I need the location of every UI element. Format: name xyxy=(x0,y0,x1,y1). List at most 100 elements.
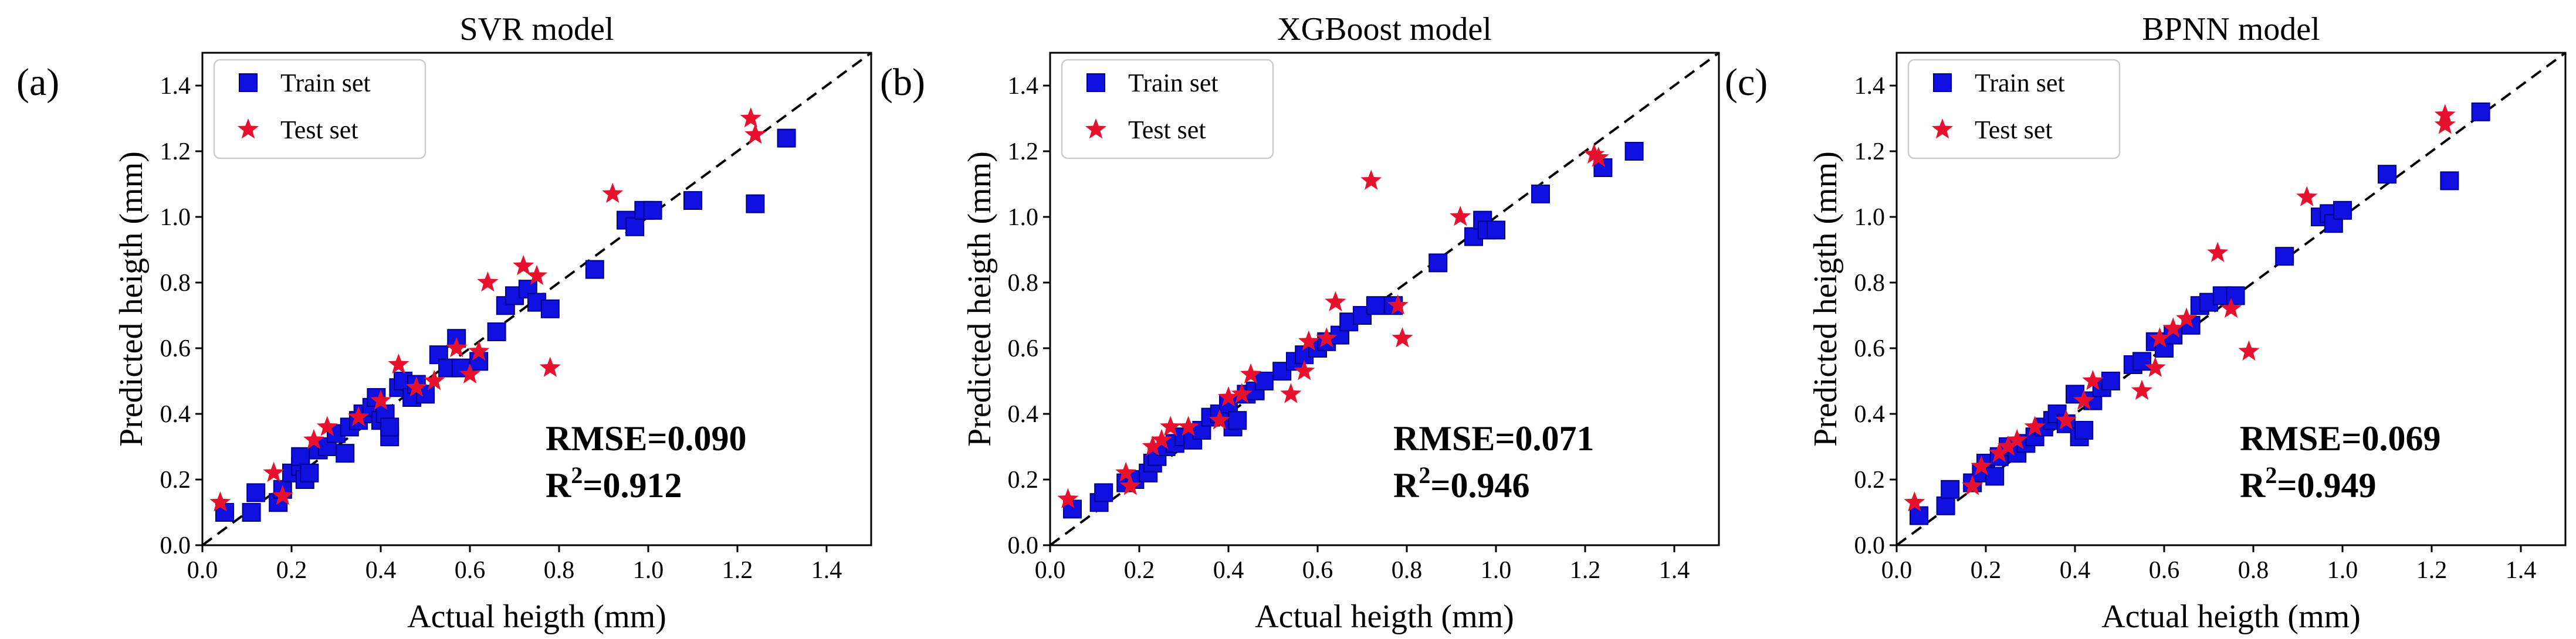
test-point xyxy=(1142,436,1163,456)
test-point xyxy=(2006,429,2028,450)
legend-test-label: Test set xyxy=(280,115,358,144)
test-point xyxy=(2434,104,2456,124)
y-tick-label: 0.6 xyxy=(160,335,191,362)
train-point xyxy=(777,128,796,148)
rmse-text: RMSE=0.069 xyxy=(2240,419,2441,458)
test-point xyxy=(539,356,561,377)
test-point xyxy=(1962,475,1983,495)
test-point xyxy=(1450,206,1471,226)
test-point xyxy=(1177,416,1199,436)
x-tick-label: 0.2 xyxy=(1971,557,2002,584)
train-point xyxy=(2074,421,2094,440)
train-point xyxy=(1429,253,1448,273)
train-point xyxy=(2226,286,2245,305)
x-tick-label: 0.0 xyxy=(1035,557,1066,584)
rmse-text: RMSE=0.071 xyxy=(1393,419,1595,458)
y-tick-label: 0.2 xyxy=(160,467,191,494)
legend-train-label: Train set xyxy=(280,69,371,97)
test-point xyxy=(1997,436,2019,456)
y-tick-label: 0.6 xyxy=(1854,335,1886,362)
chart-panel-xgboost: (b) XGBoost model 0.0 0.2 0.4 0.6 0.8 1.0 1.2 1… xyxy=(880,11,1720,635)
x-tick-labels: 0.0 0.2 0.4 0.6 0.8 1.0 1.2 1.4 xyxy=(187,557,842,584)
ticks xyxy=(1043,84,1675,552)
plot-frame xyxy=(1895,52,2567,546)
test-point xyxy=(2073,389,2095,410)
test-point xyxy=(459,363,481,384)
y-axis-label: Predicted heigth (mm) xyxy=(113,151,150,447)
y-tick-labels: 0.0 0.2 0.4 0.6 0.8 1.0 1.2 1.4 xyxy=(1854,73,1886,559)
y-tick-label: 1.2 xyxy=(1008,138,1039,165)
test-point xyxy=(1240,363,1262,384)
y-tick-label: 1.2 xyxy=(1854,138,1886,165)
train-point xyxy=(2471,102,2490,121)
y-tick-labels: 0.0 0.2 0.4 0.6 0.8 1.0 1.2 1.4 xyxy=(160,73,191,559)
test-point xyxy=(1119,475,1141,495)
test-point xyxy=(526,264,548,285)
train-point xyxy=(2066,385,2084,404)
y-tick-label: 1.4 xyxy=(1008,73,1039,100)
y-tick-label: 0.8 xyxy=(1008,270,1039,297)
x-tick-label: 1.2 xyxy=(722,557,753,584)
train-point xyxy=(291,447,310,466)
x-tick-label: 1.0 xyxy=(1481,557,1512,584)
legend-frame xyxy=(213,59,426,159)
test-point xyxy=(2149,327,2171,348)
panel-letter: (a) xyxy=(16,61,59,104)
test-point xyxy=(1231,383,1253,403)
test-point xyxy=(316,416,338,436)
x-tick-label: 0.2 xyxy=(276,557,307,584)
test-point xyxy=(1904,491,1925,512)
x-tick-label: 0.4 xyxy=(1213,557,1244,584)
chart-title: BPNN model xyxy=(2142,11,2320,47)
train-point xyxy=(2333,200,2352,220)
test-point xyxy=(370,389,392,410)
legend-test-marker xyxy=(1085,118,1107,139)
train-point xyxy=(1366,296,1385,315)
train-point xyxy=(2101,372,2120,390)
legend-frame xyxy=(1061,59,1274,159)
panel-letter: (c) xyxy=(1725,61,1768,104)
test-point xyxy=(744,124,766,144)
train-point xyxy=(300,463,319,482)
plot-frame xyxy=(1049,52,1720,546)
train-point xyxy=(2132,352,2151,371)
r2-text: R2=0.912 xyxy=(546,462,682,505)
test-point xyxy=(2220,297,2242,318)
legend-frame xyxy=(1907,59,2121,159)
test-point xyxy=(388,354,409,374)
y-tick-label: 0.0 xyxy=(1008,532,1039,559)
x-tick-label: 1.4 xyxy=(811,557,842,584)
legend-test-label: Test set xyxy=(1128,115,1206,144)
y-tick-label: 1.0 xyxy=(1008,204,1039,231)
test-point xyxy=(2175,307,2198,328)
y-tick-label: 0.4 xyxy=(160,401,191,428)
train-point xyxy=(683,191,702,210)
test-point xyxy=(424,370,445,390)
plot-frame xyxy=(201,52,872,546)
test-point xyxy=(1209,409,1230,430)
y-tick-label: 0.4 xyxy=(1854,401,1886,428)
ticks xyxy=(1890,84,2522,552)
test-point xyxy=(1316,327,1338,348)
y-axis-label: Predicted heigth (mm) xyxy=(962,151,998,447)
test-point xyxy=(2162,317,2184,338)
chart-panel-bpnn: (c) BPNN model 0.0 0.2 0.4 0.6 0.8 1.0 1.2 1.4 … xyxy=(1725,11,2567,635)
test-point xyxy=(272,485,293,505)
train-point xyxy=(380,417,400,437)
x-tick-label: 1.4 xyxy=(2506,557,2537,584)
legend-test-marker xyxy=(1931,118,1954,139)
x-tick-label: 0.4 xyxy=(365,557,397,584)
legend-train-label: Train set xyxy=(1975,69,2065,97)
x-tick-label: 0.6 xyxy=(2149,557,2180,584)
train-point xyxy=(1254,372,1274,390)
chart-panel-svr: (a) SVR model 0.0 0.2 0.4 0.6 0.8 1.0 1.2 1.4 0… xyxy=(16,11,872,635)
train-point xyxy=(1941,480,1960,499)
train-point xyxy=(540,299,560,318)
test-point xyxy=(263,461,285,482)
train-point xyxy=(336,444,355,463)
x-tick-label: 1.0 xyxy=(633,557,664,584)
legend-train-label: Train set xyxy=(1128,69,1218,97)
y-tick-label: 0.0 xyxy=(1854,532,1886,559)
test-point xyxy=(513,255,534,276)
